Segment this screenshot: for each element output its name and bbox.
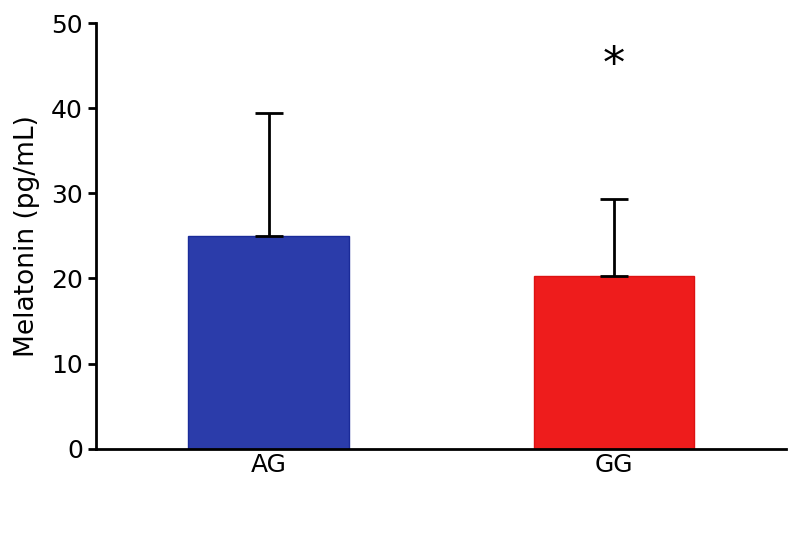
Y-axis label: Melatonin (pg/mL): Melatonin (pg/mL) bbox=[14, 115, 40, 357]
Bar bbox=[534, 276, 694, 449]
Bar bbox=[189, 236, 349, 449]
Text: *: * bbox=[602, 44, 625, 87]
